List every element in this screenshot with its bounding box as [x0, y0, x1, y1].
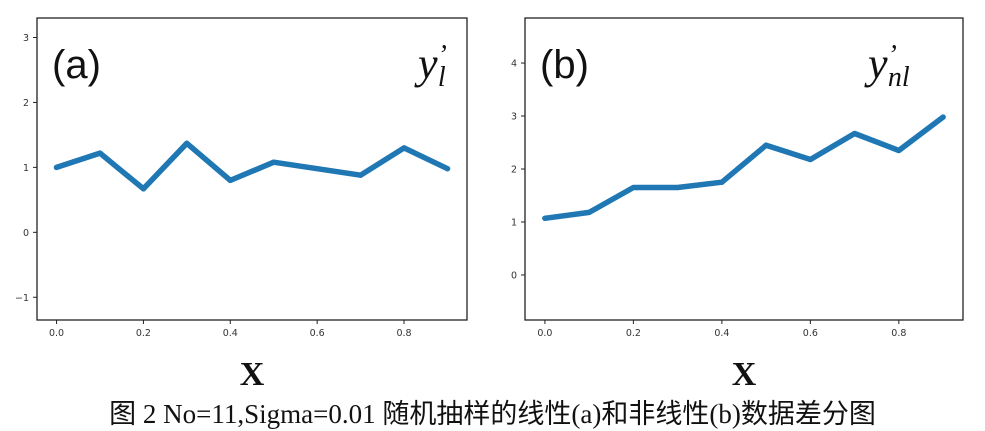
chart-panel-b: 0 1 2 3 4 0.0 0.2 0.4 0.6 0.8 (b) y’ nl X [511, 17, 964, 393]
y-tick-label: 3 [23, 33, 29, 44]
chart-panel-a: −1 0 1 2 3 0.0 0.2 0.4 0.6 0.8 (a) y’ l X [15, 17, 468, 393]
series-label-prime: ’ [888, 40, 897, 71]
series-label-base: y [864, 39, 888, 88]
data-point [630, 184, 636, 191]
x-tick-label: 0.6 [803, 328, 818, 339]
y-tick-label: 3 [511, 112, 517, 123]
series-label-subscript: l [438, 62, 446, 93]
x-tick-label: 0.0 [537, 328, 552, 339]
y-tick-label: 2 [23, 98, 29, 109]
data-point [97, 150, 103, 156]
data-point [184, 140, 190, 146]
series-label: y’ l [414, 39, 447, 93]
series-label-subscript: nl [888, 62, 910, 93]
plot-frame [36, 17, 468, 321]
y-tick-label: 0 [511, 270, 517, 281]
x-tick-label: 0.4 [714, 328, 729, 339]
data-point [940, 114, 946, 120]
y-tick-label: −1 [15, 293, 29, 304]
data-point [896, 147, 902, 154]
panel-label: (b) [540, 43, 589, 87]
x-tick-label: 0.0 [49, 328, 64, 339]
data-point [444, 166, 451, 172]
series-line [53, 140, 451, 192]
x-axis-label: X [732, 356, 757, 393]
panel-label: (a) [52, 43, 101, 87]
x-tick-label: 0.8 [396, 328, 411, 339]
series-label-prime: ’ [438, 40, 447, 71]
series-label-base: y [414, 39, 438, 88]
data-point [807, 156, 813, 163]
data-point [140, 186, 147, 192]
y-tick-label: 1 [23, 163, 29, 174]
data-point [852, 130, 858, 137]
x-tick-label: 0.6 [310, 328, 325, 339]
data-point [401, 145, 407, 151]
x-tick-label: 0.2 [626, 328, 641, 339]
data-point [719, 179, 725, 185]
series-label: y’ nl [864, 39, 910, 93]
data-point [271, 159, 277, 165]
y-tick-label: 4 [511, 59, 517, 70]
y-tick-label: 1 [511, 217, 517, 228]
series-line [542, 114, 946, 222]
x-tick-label: 0.2 [136, 328, 151, 339]
y-tick-label: 0 [23, 228, 29, 239]
data-point [314, 166, 320, 172]
data-point [586, 209, 592, 216]
data-point [357, 172, 364, 178]
x-axis-label: X [240, 356, 265, 393]
y-tick-label: 2 [511, 165, 517, 176]
x-tick-label: 0.8 [891, 328, 906, 339]
data-point [53, 164, 60, 170]
data-point [542, 215, 548, 221]
x-tick-label: 0.4 [223, 328, 238, 339]
data-point [227, 177, 233, 183]
data-point [763, 142, 769, 148]
data-point [675, 184, 681, 191]
figure-caption: 图 2 No=11,Sigma=0.01 随机抽样的线性(a)和非线性(b)数据… [109, 399, 876, 429]
